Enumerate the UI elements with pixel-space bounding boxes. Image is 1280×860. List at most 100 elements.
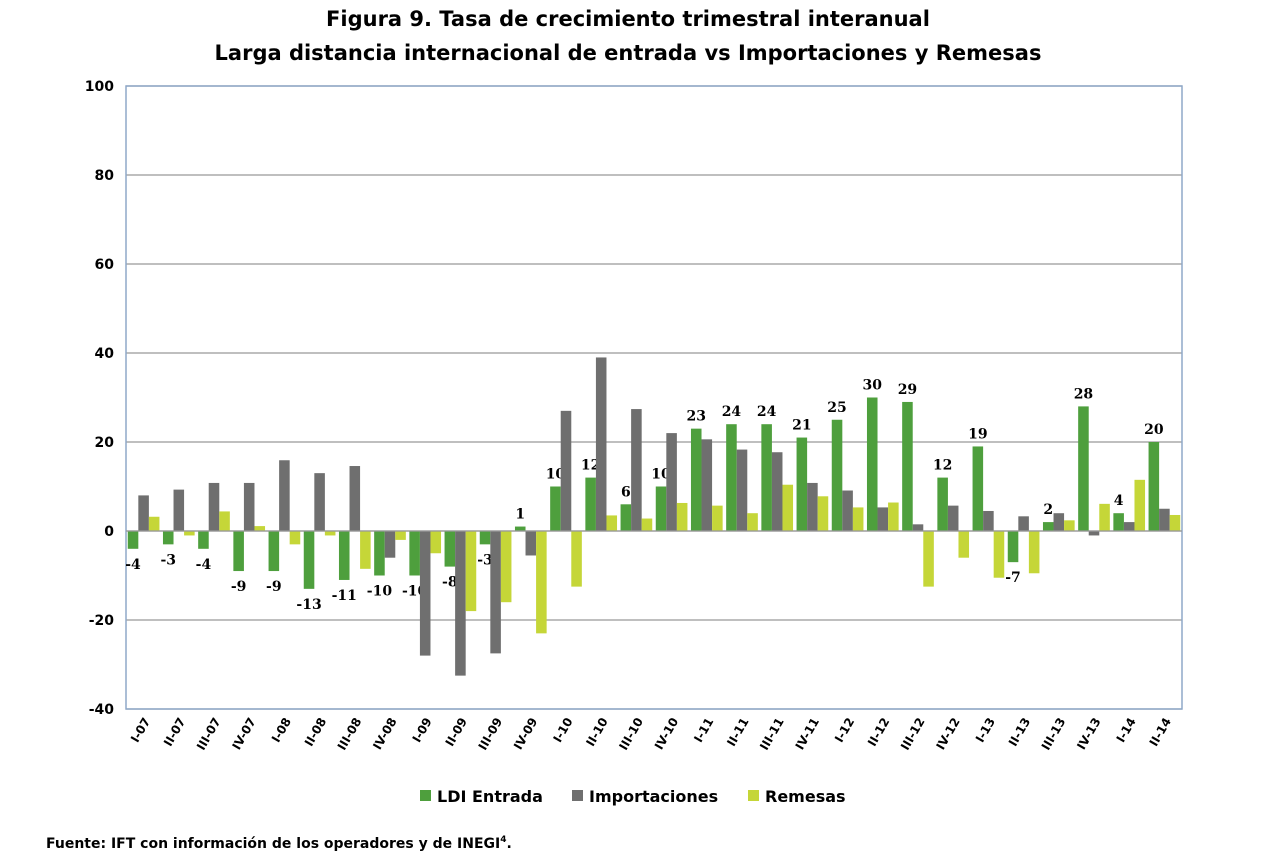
x-tick-label: III-08 bbox=[335, 715, 365, 752]
bar bbox=[162, 531, 174, 545]
data-label: -10 bbox=[367, 584, 393, 600]
data-label: 1 bbox=[515, 507, 525, 523]
bar bbox=[289, 531, 301, 545]
bar bbox=[877, 507, 889, 531]
x-tick-label: IV-08 bbox=[370, 715, 399, 752]
y-tick-label: 100 bbox=[85, 79, 114, 95]
data-label: -13 bbox=[296, 597, 321, 613]
legend-label: Importaciones bbox=[589, 787, 718, 806]
data-label: 30 bbox=[862, 378, 882, 394]
data-label: 10 bbox=[546, 467, 566, 483]
bar bbox=[771, 452, 783, 531]
bar bbox=[842, 490, 853, 531]
bar bbox=[761, 424, 772, 531]
chart-subtitle: Larga distancia internacional de entrada… bbox=[215, 41, 1042, 65]
bar bbox=[184, 531, 195, 536]
bar bbox=[1028, 531, 1040, 574]
bar bbox=[902, 401, 913, 531]
bar bbox=[1148, 442, 1160, 531]
bar bbox=[560, 410, 572, 531]
x-tick-label: III-09 bbox=[476, 715, 506, 752]
bar bbox=[465, 531, 477, 612]
bar bbox=[888, 502, 899, 531]
data-label: 29 bbox=[898, 382, 917, 398]
bar bbox=[127, 531, 139, 549]
data-label: 24 bbox=[757, 404, 777, 420]
bar bbox=[479, 531, 491, 545]
x-tick-label: III-13 bbox=[1039, 715, 1069, 752]
bar bbox=[571, 531, 582, 587]
bar bbox=[303, 531, 315, 589]
bar bbox=[1113, 513, 1124, 531]
chart-title: Figura 9. Tasa de crecimiento trimestral… bbox=[326, 7, 930, 31]
bar bbox=[631, 409, 642, 531]
legend-label: LDI Entrada bbox=[437, 787, 543, 806]
x-tick-label: IV-10 bbox=[652, 715, 681, 752]
data-label: -4 bbox=[196, 557, 212, 573]
legend-swatch bbox=[748, 790, 759, 801]
data-label: 20 bbox=[1144, 422, 1164, 438]
bar bbox=[536, 531, 547, 634]
y-tick-label: 60 bbox=[95, 257, 115, 273]
y-tick-label: -40 bbox=[89, 702, 115, 718]
bar bbox=[712, 505, 723, 531]
bar bbox=[395, 531, 406, 540]
bar bbox=[148, 516, 160, 531]
x-tick-label: II-13 bbox=[1006, 715, 1033, 749]
data-label: -8 bbox=[442, 575, 458, 591]
x-tick-label: III-11 bbox=[757, 715, 787, 752]
data-label: 19 bbox=[968, 426, 987, 442]
bar bbox=[866, 397, 878, 531]
data-label: 6 bbox=[621, 484, 631, 500]
data-label: 24 bbox=[722, 404, 742, 420]
bar bbox=[912, 524, 924, 531]
bar bbox=[620, 504, 632, 531]
footnote: Fuente: IFT con información de los opera… bbox=[46, 835, 512, 852]
bar bbox=[268, 531, 280, 572]
bar bbox=[817, 496, 829, 531]
bar bbox=[254, 526, 266, 531]
bar bbox=[923, 531, 934, 587]
bar bbox=[279, 460, 290, 531]
bar bbox=[983, 510, 994, 531]
data-label: 12 bbox=[933, 458, 952, 474]
x-tick-label: II-09 bbox=[443, 715, 470, 749]
data-label: 4 bbox=[1114, 493, 1124, 509]
bar bbox=[606, 515, 618, 531]
x-tick-label: I-09 bbox=[410, 715, 435, 745]
x-tick-label: III-12 bbox=[898, 715, 928, 752]
bar bbox=[1159, 508, 1170, 531]
data-label: -9 bbox=[266, 579, 282, 595]
bar bbox=[736, 449, 748, 531]
bar bbox=[993, 531, 1005, 578]
bar bbox=[233, 531, 244, 572]
x-tick-label: IV-12 bbox=[933, 715, 962, 752]
bar bbox=[641, 518, 653, 531]
y-tick-label: -20 bbox=[89, 613, 115, 629]
bar bbox=[1134, 479, 1146, 531]
bar bbox=[655, 486, 667, 531]
bar bbox=[384, 531, 396, 558]
bar bbox=[198, 531, 209, 549]
data-label: 10 bbox=[651, 467, 671, 483]
bar bbox=[1007, 531, 1019, 563]
x-tick-label: I-14 bbox=[1114, 715, 1139, 745]
bar bbox=[666, 433, 677, 531]
legend-swatch bbox=[420, 790, 431, 801]
bar bbox=[1018, 516, 1029, 531]
bar bbox=[947, 505, 959, 531]
x-tick-label: I-08 bbox=[269, 715, 294, 745]
bar bbox=[455, 531, 466, 676]
footnote-text: Fuente: IFT con información de los opera… bbox=[46, 836, 500, 852]
bar bbox=[726, 424, 737, 531]
x-tick-label: IV-11 bbox=[793, 715, 822, 752]
bar bbox=[374, 531, 385, 576]
bar bbox=[444, 531, 456, 567]
x-tick-label: I-12 bbox=[832, 715, 857, 745]
x-tick-label: II-12 bbox=[865, 715, 892, 749]
bar bbox=[525, 531, 537, 556]
y-tick-label: 0 bbox=[104, 524, 114, 540]
bar bbox=[1169, 514, 1181, 531]
footnote-end: . bbox=[506, 836, 511, 852]
x-tick-label: I-11 bbox=[691, 715, 716, 745]
